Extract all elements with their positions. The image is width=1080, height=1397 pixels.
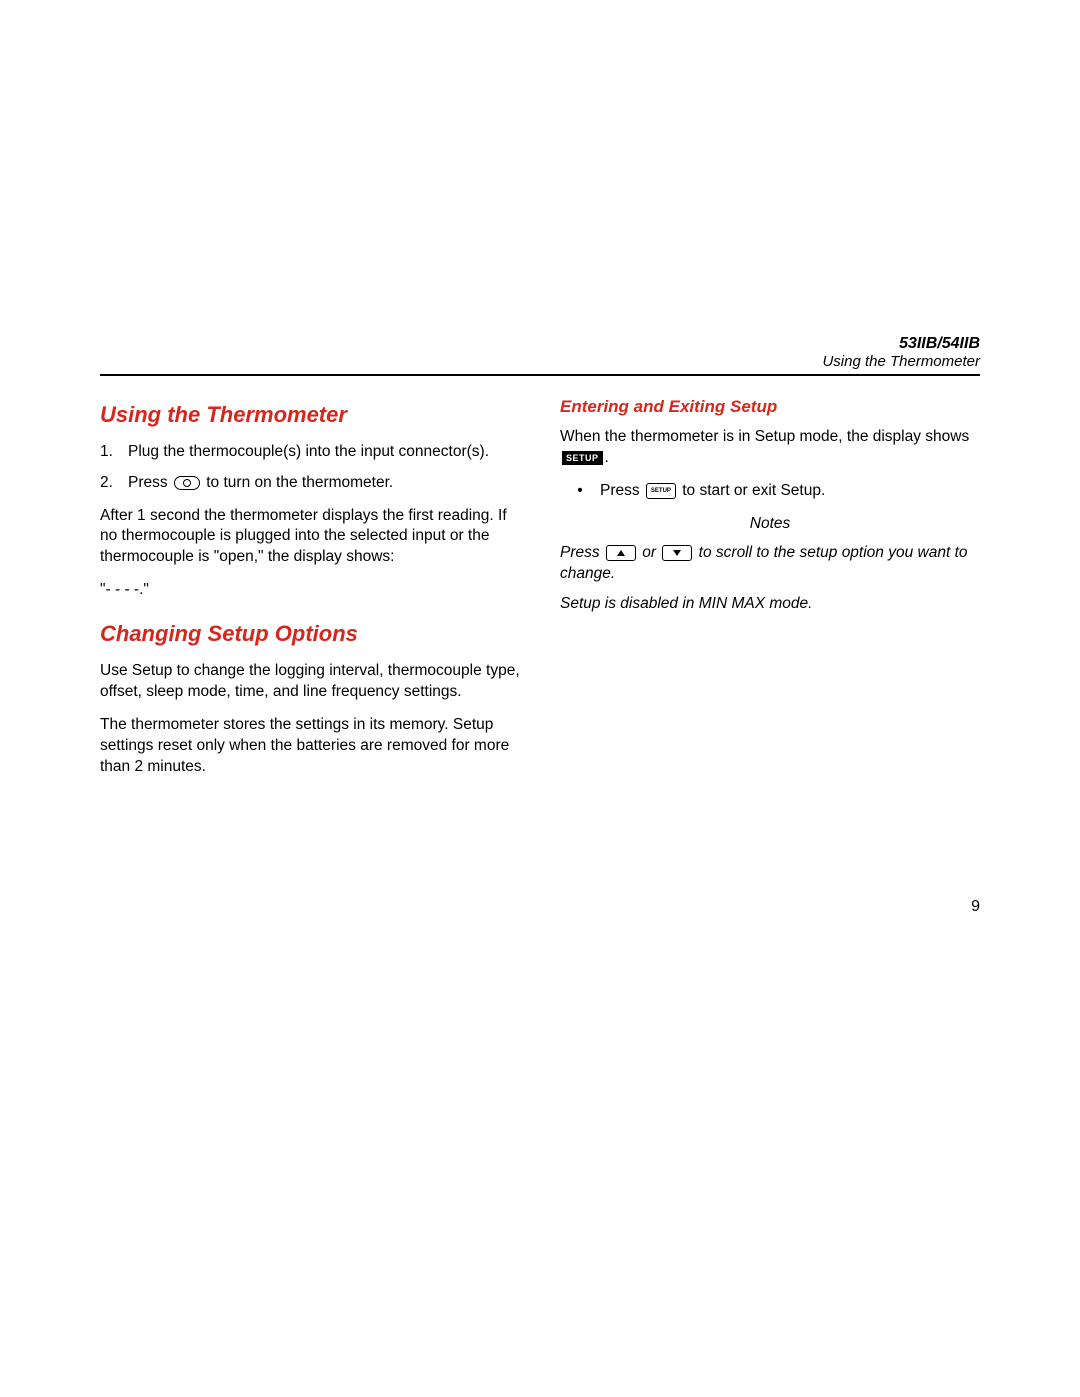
step-item: 1. Plug the thermocouple(s) into the inp…	[100, 442, 520, 463]
header-subtitle: Using the Thermometer	[100, 353, 980, 370]
bullet-text: Press to start or exit Setup.	[600, 481, 825, 502]
content-columns: Using the Thermometer 1. Plug the thermo…	[100, 396, 980, 790]
notes-heading: Notes	[560, 514, 980, 535]
note-prefix: Press	[560, 544, 600, 561]
page-header: 53IIB/54IIB Using the Thermometer	[100, 335, 980, 376]
page-number: 9	[971, 898, 980, 916]
body-paragraph: When the thermometer is in Setup mode, t…	[560, 427, 980, 469]
section-heading: Changing Setup Options	[100, 619, 520, 649]
bullet-dot: •	[560, 481, 600, 502]
power-button-icon	[174, 476, 200, 490]
note-paragraph: Press or to scroll to the setup option y…	[560, 543, 980, 585]
setup-badge-icon: SETUP	[562, 451, 603, 465]
steps-list: 1. Plug the thermocouple(s) into the inp…	[100, 442, 520, 494]
right-column: Entering and Exiting Setup When the ther…	[560, 396, 980, 790]
down-arrow-button-icon	[662, 545, 692, 561]
bullet-prefix: Press	[600, 482, 640, 499]
setup-button-icon	[646, 483, 676, 499]
model-number: 53IIB/54IIB	[100, 335, 980, 353]
body-paragraph: The thermometer stores the settings in i…	[100, 715, 520, 778]
intro-text: When the thermometer is in Setup mode, t…	[560, 428, 969, 445]
display-dashes: "- - - -."	[100, 580, 520, 601]
step-prefix: Press	[128, 474, 168, 491]
step-text: Press to turn on the thermometer.	[128, 473, 393, 494]
body-paragraph: Use Setup to change the logging interval…	[100, 661, 520, 703]
left-column: Using the Thermometer 1. Plug the thermo…	[100, 396, 520, 790]
note-mid: or	[642, 544, 656, 561]
step-item: 2. Press to turn on the thermometer.	[100, 473, 520, 494]
manual-page: 53IIB/54IIB Using the Thermometer Using …	[100, 335, 980, 790]
up-arrow-button-icon	[606, 545, 636, 561]
intro-period: .	[605, 449, 609, 466]
step-number: 1.	[100, 442, 128, 463]
bullet-suffix: to start or exit Setup.	[682, 482, 825, 499]
step-number: 2.	[100, 473, 128, 494]
bullet-item: • Press to start or exit Setup.	[560, 481, 980, 502]
body-paragraph: After 1 second the thermometer displays …	[100, 506, 520, 569]
section-heading: Using the Thermometer	[100, 400, 520, 430]
step-suffix: to turn on the thermometer.	[206, 474, 393, 491]
step-text: Plug the thermocouple(s) into the input …	[128, 442, 489, 463]
note-paragraph: Setup is disabled in MIN MAX mode.	[560, 594, 980, 615]
subsection-heading: Entering and Exiting Setup	[560, 396, 980, 419]
